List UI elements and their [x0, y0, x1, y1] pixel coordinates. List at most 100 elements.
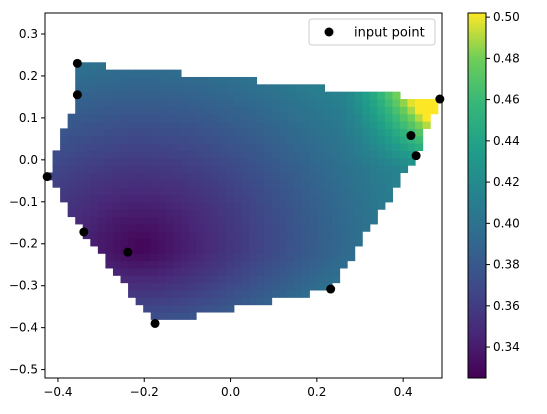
heatmap-cell	[256, 84, 265, 93]
heatmap-cell	[362, 113, 371, 122]
y-tick-label: −0.1	[9, 195, 38, 209]
heatmap-cell	[263, 223, 273, 232]
heatmap-cell	[218, 106, 227, 115]
heatmap-cell	[331, 99, 341, 107]
heatmap-cell	[75, 76, 84, 85]
heatmap-cell	[143, 172, 152, 181]
heatmap-cell	[143, 165, 152, 174]
heatmap-cell	[135, 106, 144, 115]
heatmap-cell	[271, 128, 280, 137]
heatmap-cell	[241, 113, 250, 122]
heatmap-cell	[241, 128, 250, 137]
heatmap-cell	[203, 275, 212, 284]
heatmap-cell	[369, 150, 378, 159]
heatmap-cell	[82, 76, 91, 85]
heatmap-cell	[347, 165, 356, 174]
heatmap-cell	[112, 99, 122, 107]
heatmap-cell	[105, 179, 114, 188]
heatmap-cell	[301, 187, 310, 196]
heatmap-cell	[226, 267, 235, 276]
heatmap-cell	[263, 179, 273, 188]
heatmap-cell	[377, 172, 386, 181]
heatmap-cell	[135, 245, 144, 254]
heatmap-cell	[82, 135, 91, 144]
heatmap-cell	[165, 194, 174, 203]
heatmap-cell	[301, 282, 310, 291]
heatmap-cell	[105, 209, 114, 218]
heatmap-cell	[128, 245, 137, 254]
heatmap-cell	[256, 121, 265, 129]
heatmap-cell	[347, 106, 356, 115]
heatmap-cell	[263, 238, 273, 247]
heatmap-cell	[150, 76, 159, 85]
heatmap-cell	[203, 76, 212, 85]
heatmap-cell	[120, 231, 129, 240]
heatmap-cell	[188, 304, 197, 313]
heatmap-cell	[369, 106, 378, 115]
heatmap-cell	[331, 194, 341, 203]
heatmap-cell	[218, 289, 227, 298]
heatmap-cell	[248, 172, 258, 181]
heatmap-cell	[203, 91, 212, 100]
heatmap-cell	[392, 143, 401, 151]
heatmap-cell	[233, 267, 242, 276]
heatmap-cell	[158, 304, 167, 313]
heatmap-cell	[286, 121, 295, 129]
heatmap-cell	[150, 297, 159, 306]
heatmap-cell	[316, 165, 326, 174]
heatmap-cell	[294, 165, 303, 174]
heatmap-cell	[120, 187, 129, 196]
heatmap-cell	[316, 238, 326, 247]
heatmap-cell	[180, 121, 190, 129]
heatmap-cell	[354, 157, 363, 166]
heatmap-cell	[316, 223, 326, 232]
heatmap-cell	[90, 135, 99, 144]
heatmap-cell	[143, 216, 152, 225]
heatmap-cell	[75, 69, 84, 78]
heatmap-cell	[60, 128, 69, 137]
heatmap-cell	[90, 157, 99, 166]
heatmap-cell	[188, 238, 197, 247]
heatmap-cell	[286, 91, 295, 100]
heatmap-cell	[158, 297, 167, 306]
heatmap-cell	[377, 157, 386, 166]
heatmap-cell	[263, 297, 273, 306]
heatmap-cell	[324, 267, 333, 276]
heatmap-cell	[331, 260, 341, 269]
heatmap-cell	[158, 84, 167, 93]
heatmap-cell	[97, 209, 107, 218]
heatmap-cell	[324, 187, 333, 196]
x-tick-label: 0.0	[221, 385, 240, 399]
heatmap-cell	[135, 113, 144, 122]
heatmap-cell	[384, 121, 393, 129]
heatmap-cell	[279, 143, 288, 151]
heatmap-cell	[67, 121, 76, 129]
heatmap-cell	[279, 135, 288, 144]
heatmap-cell	[233, 84, 242, 93]
heatmap-cell	[188, 209, 197, 218]
heatmap-cell	[362, 143, 371, 151]
heatmap-cell	[112, 113, 122, 122]
heatmap-cell	[347, 179, 356, 188]
heatmap-cell	[135, 69, 144, 78]
x-tick-label: 0.4	[394, 385, 413, 399]
heatmap-cell	[158, 260, 167, 269]
heatmap-cell	[301, 245, 310, 254]
heatmap-cell	[112, 128, 122, 137]
heatmap-cell	[165, 311, 174, 320]
heatmap-cell	[324, 245, 333, 254]
heatmap-cell	[135, 216, 144, 225]
heatmap-cell	[399, 113, 409, 122]
input-point	[79, 227, 89, 237]
heatmap-cell	[173, 187, 182, 196]
heatmap-cell	[347, 216, 356, 225]
heatmap-cell	[75, 150, 84, 159]
heatmap-cell	[279, 165, 288, 174]
heatmap-cell	[286, 216, 295, 225]
heatmap-cell	[120, 150, 129, 159]
heatmap-cell	[180, 143, 190, 151]
heatmap-cell	[135, 187, 144, 196]
heatmap-cell	[407, 106, 416, 115]
heatmap-cell	[112, 260, 122, 269]
heatmap-cell	[226, 150, 235, 159]
